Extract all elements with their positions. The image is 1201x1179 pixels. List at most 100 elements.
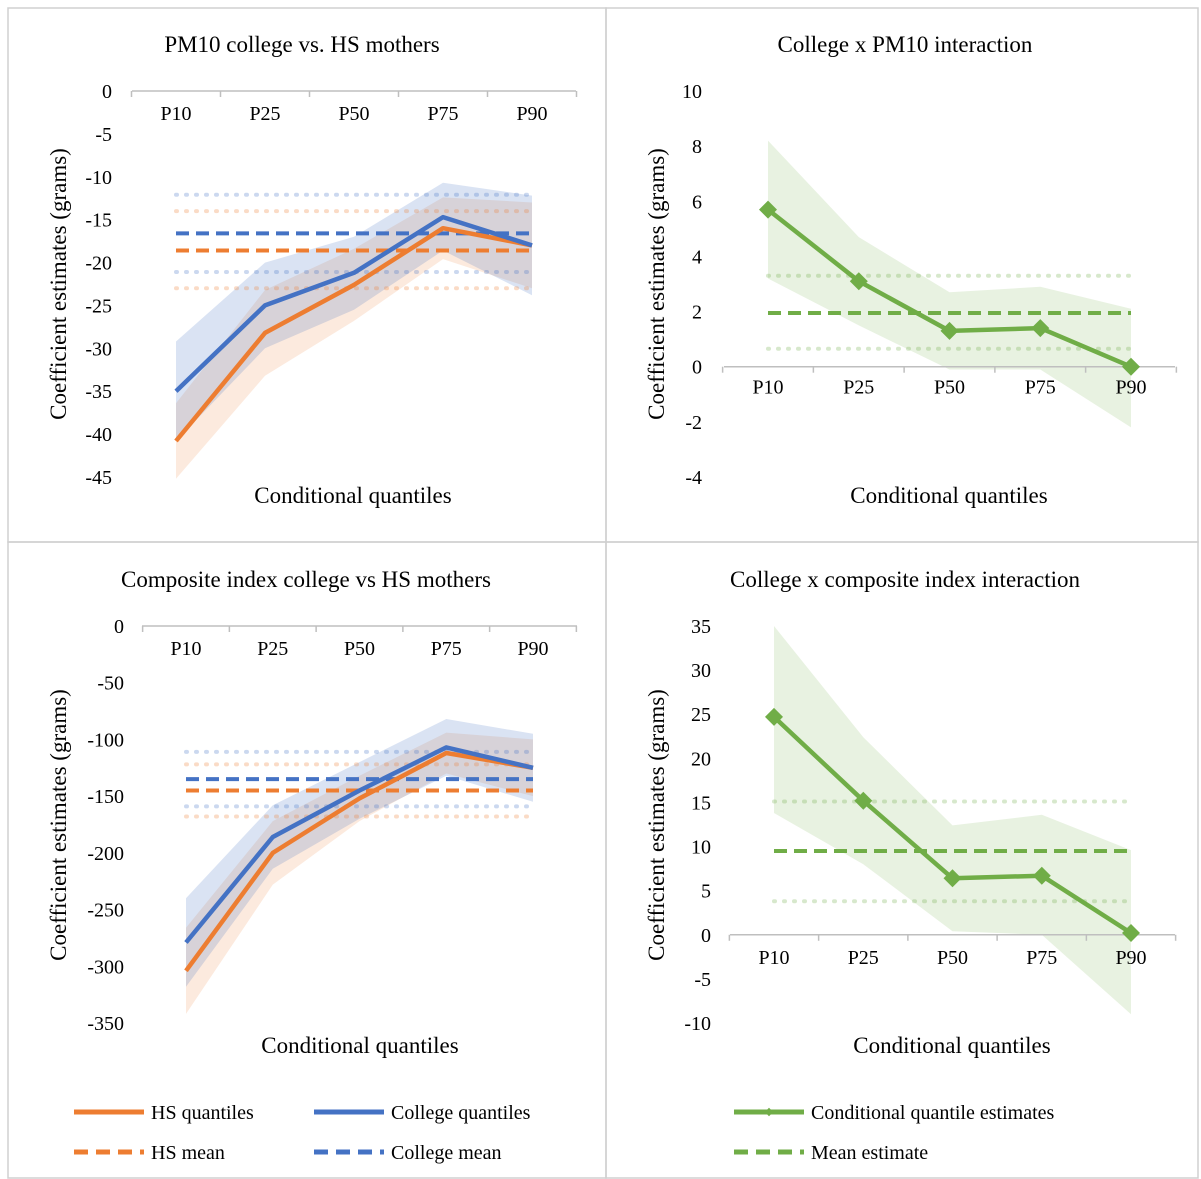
x-tick-label: P75 (427, 103, 458, 125)
legend-label-hs-quantiles: HS quantiles (151, 1102, 254, 1124)
data-point-marker (1032, 866, 1051, 885)
y-tick-label: 30 (691, 660, 711, 682)
y-tick-label: -4 (685, 467, 702, 489)
x-tick-label: P25 (848, 947, 879, 969)
legend-marker-diamond (764, 1107, 774, 1117)
legend-item-college-mean: College mean (314, 1142, 502, 1164)
y-tick-label: -2 (685, 412, 702, 434)
band-college (186, 719, 533, 987)
axes: P10 P25 P50 P75 P90 -350 -300 -250 -200 -150 -100 -… (87, 616, 578, 1035)
y-tick-label: 6 (692, 191, 702, 213)
data-point-marker (1122, 357, 1140, 376)
legend-label-college-mean: College mean (391, 1142, 502, 1164)
confidence-bands (774, 626, 1131, 1015)
chart-pm10-college-vs-hs: P10 P25 P50 P75 P90 -45 -40 -35 -30 -25 -20 -15 -10 -… (46, 32, 578, 508)
panel-frames (7, 7, 1199, 1179)
axes: P10 P25 P50 P75 P90 -4 -2 0 2 4 6 8 10 (682, 81, 1178, 489)
confidence-bands (768, 140, 1131, 428)
x-axis-title: Conditional quantiles (853, 1033, 1050, 1058)
axes: P10 P25 P50 P75 P90 -10 -5 0 5 10 15 20 25 30 35 (684, 616, 1177, 1035)
y-tick-label: 10 (682, 81, 702, 103)
chart-college-x-composite: P10 P25 P50 P75 P90 -10 -5 0 5 10 15 20 25 30 35 Colle… (644, 567, 1177, 1058)
legend-label-college-quantiles: College quantiles (391, 1102, 531, 1124)
legend-label-hs-mean: HS mean (151, 1142, 225, 1164)
series-lines (765, 707, 1140, 942)
legend-item-mean-estimate: Mean estimate (734, 1142, 928, 1164)
y-tick-label: 0 (692, 357, 702, 379)
x-tick-label: P25 (843, 377, 874, 399)
y-tick-label: 0 (114, 616, 124, 638)
legend-item-hs-mean: HS mean (74, 1142, 225, 1164)
y-tick-label: -40 (85, 424, 112, 446)
y-tick-label: -35 (85, 381, 112, 403)
legend-label-mean-estimate: Mean estimate (811, 1142, 928, 1164)
mean-lines (772, 799, 1133, 904)
legend-right: Conditional quantile estimates Mean esti… (734, 1102, 1055, 1164)
y-tick-label: 5 (701, 881, 711, 903)
y-tick-label: -10 (85, 167, 112, 189)
y-tick-label: -45 (85, 467, 112, 489)
y-tick-label: 20 (691, 748, 711, 770)
x-tick-label: P10 (758, 947, 789, 969)
y-axis-title: Coefficient estimates (grams) (644, 689, 669, 961)
y-tick-label: -25 (85, 295, 112, 317)
y-tick-label: 25 (691, 704, 711, 726)
y-tick-label: -5 (95, 124, 112, 146)
y-axis-title: Coefficient estimates (grams) (644, 148, 669, 420)
mean-lines (766, 273, 1133, 351)
y-tick-label: -5 (694, 969, 711, 991)
chart-title: Composite index college vs HS mothers (121, 567, 491, 592)
x-tick-label: P50 (937, 947, 968, 969)
data-point-marker (1031, 319, 1050, 338)
y-tick-label: 4 (692, 246, 702, 268)
x-tick-label: P90 (517, 638, 548, 660)
band-hs (176, 197, 532, 479)
y-tick-label: -50 (97, 673, 124, 695)
x-tick-label: P75 (1025, 377, 1056, 399)
y-tick-label: -10 (684, 1013, 711, 1035)
legend-item-college-quantiles: College quantiles (314, 1102, 531, 1124)
data-point-marker (765, 707, 783, 726)
legend-label-conditional-quantile-estimates: Conditional quantile estimates (811, 1102, 1055, 1124)
x-tick-label: P10 (160, 103, 191, 125)
data-point-marker (943, 869, 962, 888)
x-tick-label: P90 (1115, 947, 1146, 969)
data-point-marker (940, 321, 959, 340)
y-tick-label: -300 (87, 956, 124, 978)
band-green (768, 140, 1131, 428)
x-tick-label: P50 (934, 377, 965, 399)
series-line-hs (174, 225, 533, 443)
series-line-hs (184, 750, 534, 973)
x-tick-label: P10 (752, 377, 783, 399)
x-tick-label: P10 (170, 638, 201, 660)
data-point-marker (1122, 924, 1140, 942)
band-green (774, 626, 1131, 1015)
series-lines (174, 214, 533, 443)
chart-college-x-pm10: P10 P25 P50 P75 P90 -4 -2 0 2 4 6 8 10 College x PM1… (644, 32, 1178, 508)
chart-title: PM10 college vs. HS mothers (164, 32, 439, 57)
chart-title: College x composite index interaction (730, 567, 1081, 592)
y-tick-label: -15 (85, 210, 112, 232)
y-tick-label: 2 (692, 302, 702, 324)
x-tick-label: P75 (1026, 947, 1057, 969)
series-lines (759, 200, 1140, 376)
y-tick-label: 15 (691, 792, 711, 814)
axes: P10 P25 P50 P75 P90 -45 -40 -35 -30 -25 -20 -15 -10 -… (85, 81, 578, 489)
y-tick-label: -350 (87, 1013, 124, 1035)
y-tick-label: 10 (691, 837, 711, 859)
x-tick-label: P90 (1115, 377, 1146, 399)
x-tick-label: P90 (516, 103, 547, 125)
y-tick-label: -20 (85, 253, 112, 275)
y-tick-label: -100 (87, 729, 124, 751)
y-tick-label: -200 (87, 843, 124, 865)
legend-item-conditional-quantile-estimates: Conditional quantile estimates (734, 1102, 1055, 1124)
y-tick-label: 8 (692, 136, 702, 158)
x-tick-label: P50 (344, 638, 375, 660)
y-tick-label: 35 (691, 616, 711, 638)
y-axis-title: Coefficient estimates (grams) (46, 148, 71, 420)
y-tick-label: 0 (701, 925, 711, 947)
data-point-marker (759, 200, 777, 219)
band-college (176, 182, 532, 442)
y-axis-title: Coefficient estimates (grams) (46, 689, 71, 961)
data-point-marker (854, 791, 873, 810)
